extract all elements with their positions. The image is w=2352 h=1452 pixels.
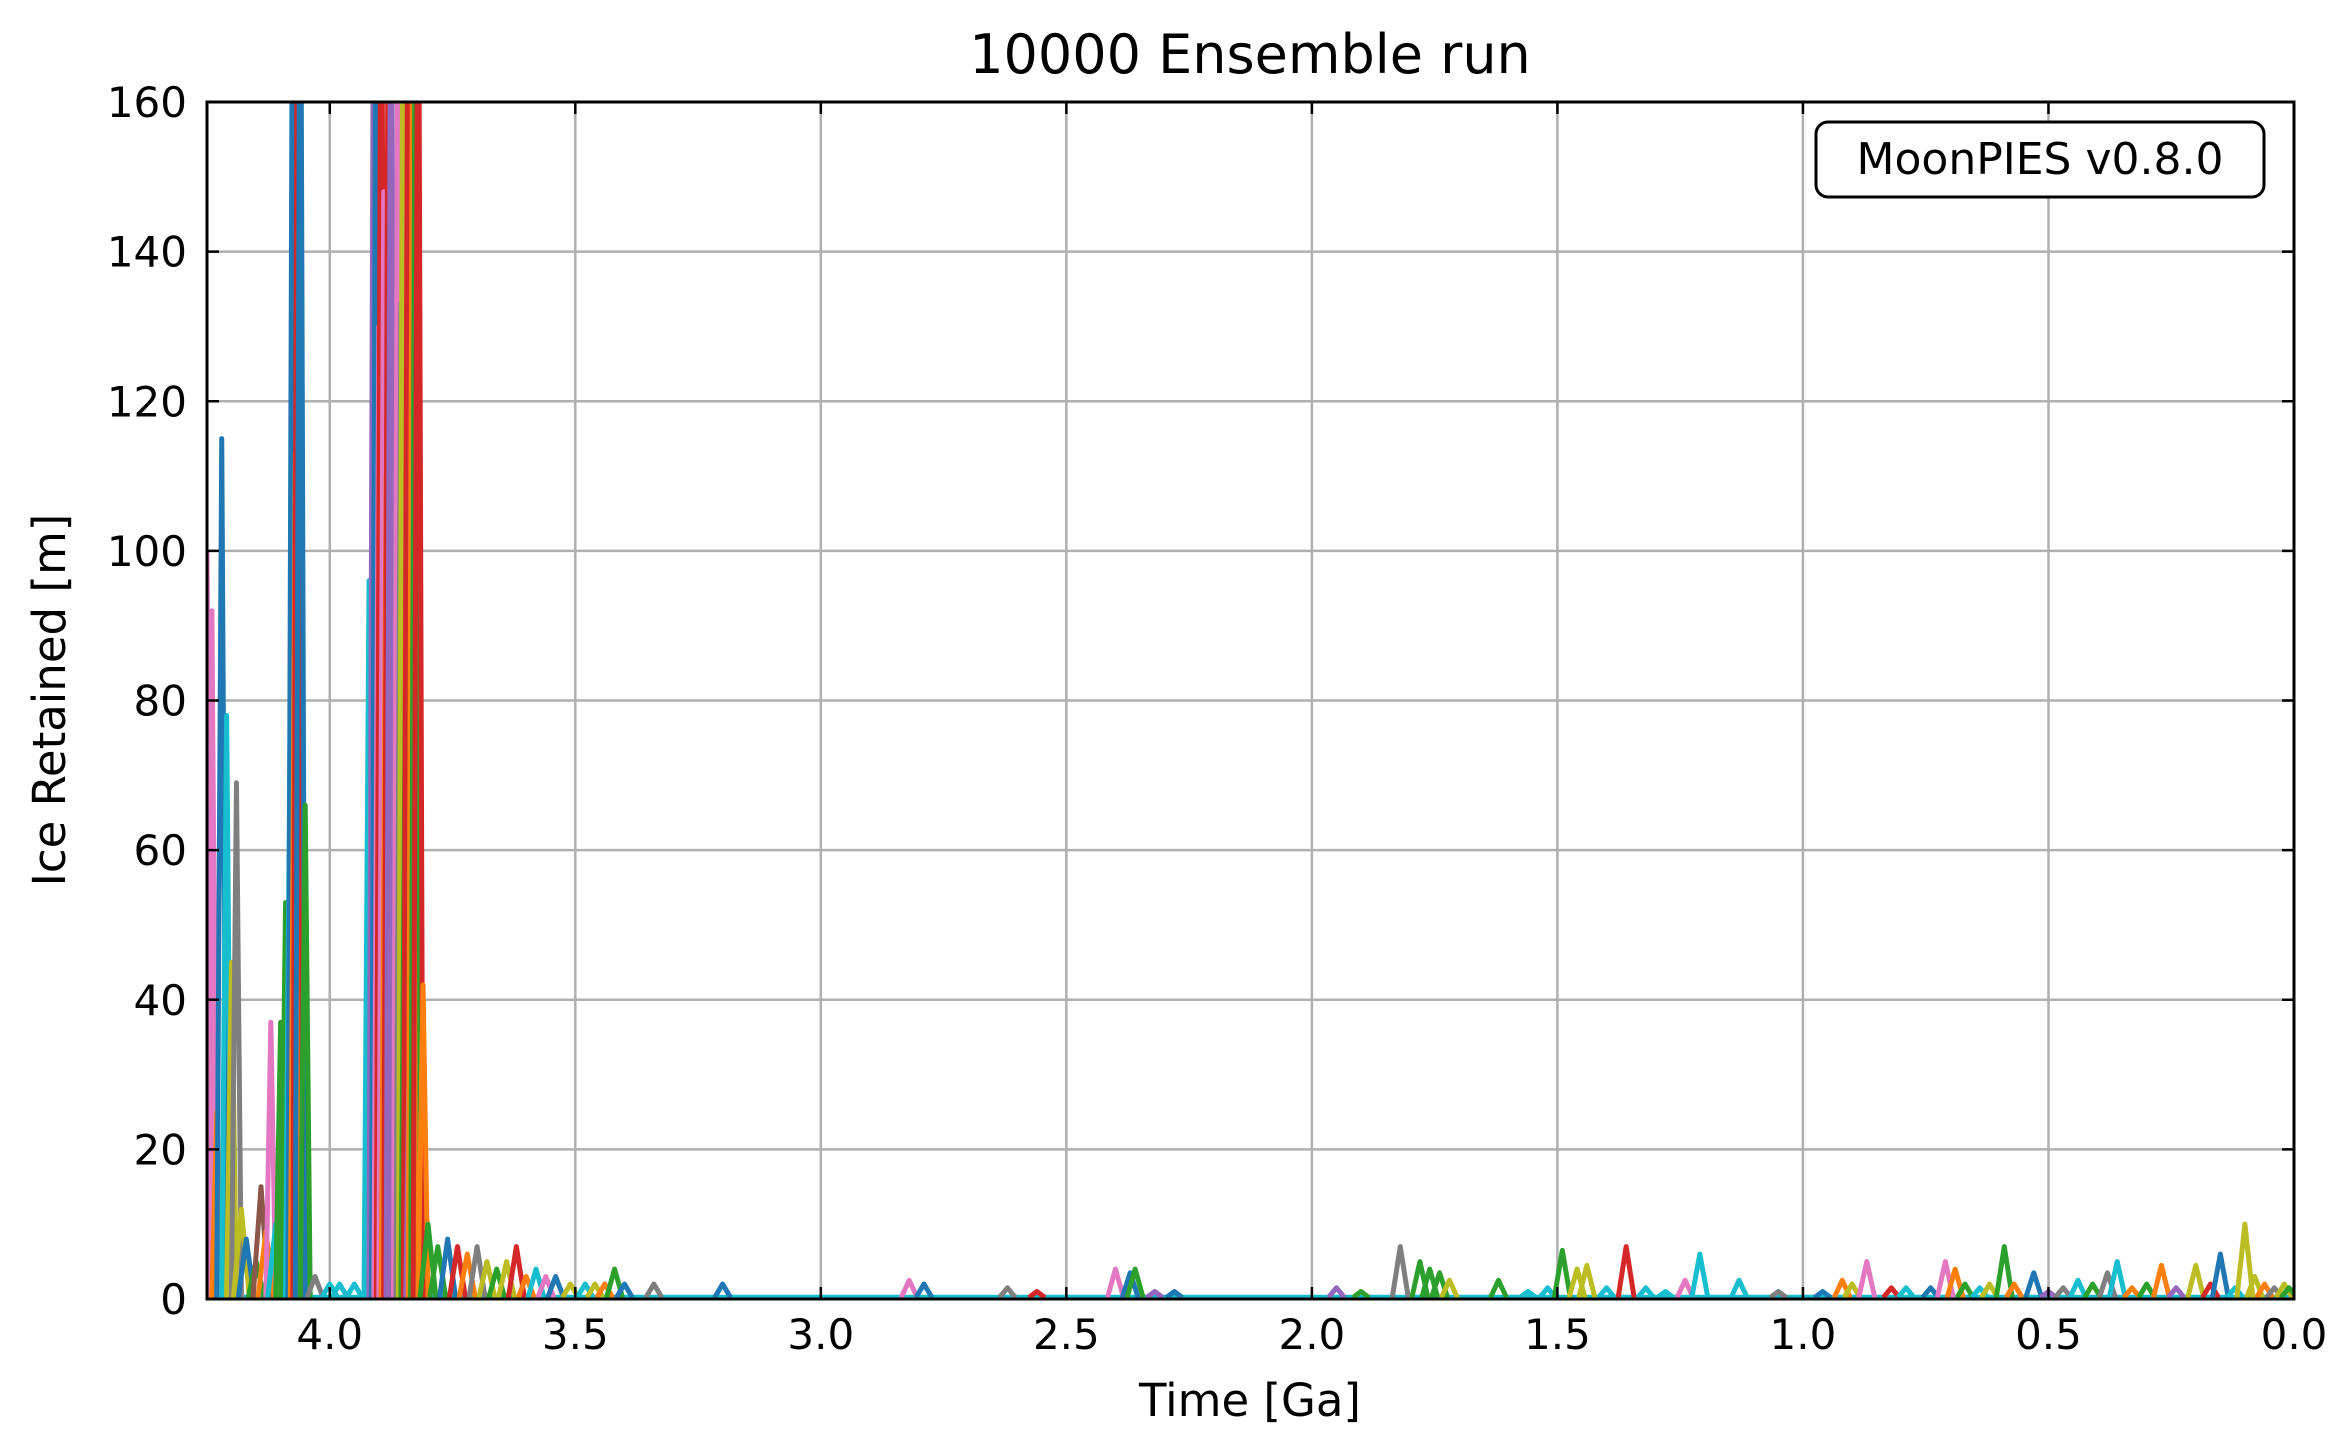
series-spike bbox=[297, 802, 313, 1298]
series-spike bbox=[2023, 1270, 2045, 1299]
x-tick-label: 1.0 bbox=[1770, 1310, 1837, 1359]
x-tick-label: 2.0 bbox=[1278, 1310, 1345, 1359]
version-annotation: MoonPIES v0.8.0 bbox=[1814, 120, 2266, 199]
series-spike bbox=[1768, 1289, 1788, 1299]
x-tick-label: 2.5 bbox=[1033, 1310, 1100, 1359]
y-axis-label: Ice Retained [m] bbox=[23, 514, 76, 887]
series-spike bbox=[643, 1281, 665, 1299]
series-spike bbox=[2150, 1262, 2172, 1299]
series-spike bbox=[1145, 1289, 1165, 1299]
series-spike bbox=[1119, 1270, 1141, 1299]
y-tick-label: 140 bbox=[107, 228, 187, 277]
series-spike bbox=[2279, 1285, 2294, 1299]
ticks: 4.0 3.5 3.0 2.5 2.0 1.5 1.0 0.5 0.0 0 20 40 60 80 100 1… bbox=[107, 78, 2328, 1359]
series-spike bbox=[545, 1274, 566, 1299]
series-spike bbox=[1389, 1244, 1411, 1298]
series-spike bbox=[2234, 1221, 2256, 1298]
x-tick-label: 3.5 bbox=[542, 1310, 609, 1359]
series-spike bbox=[410, 102, 426, 1298]
series-spike bbox=[712, 1281, 733, 1299]
series-spike bbox=[1576, 1262, 1598, 1299]
x-tick-label: 0.5 bbox=[2015, 1310, 2082, 1359]
x-axis-label: Time [Ga] bbox=[1138, 1374, 1361, 1427]
series-spike bbox=[2185, 1262, 2207, 1299]
y-tick-label: 120 bbox=[107, 377, 187, 426]
series-spike bbox=[2225, 1285, 2246, 1299]
y-tick-label: 100 bbox=[107, 527, 187, 576]
series-spike bbox=[1351, 1289, 1371, 1299]
series-spike bbox=[2053, 1285, 2074, 1299]
series-spike bbox=[1993, 1244, 2015, 1298]
y-tick-label: 60 bbox=[134, 826, 187, 875]
series-spike bbox=[1813, 1289, 1833, 1299]
series-spike bbox=[2067, 1277, 2089, 1299]
series-spike bbox=[2106, 1259, 2128, 1299]
series-spike bbox=[1881, 1285, 1902, 1299]
series-spike bbox=[2122, 1285, 2142, 1299]
series-spike bbox=[344, 1281, 365, 1299]
series-spike bbox=[2003, 1281, 2025, 1299]
x-tick-label: 0.0 bbox=[2261, 1310, 2328, 1359]
series-spike bbox=[614, 1281, 635, 1299]
series-spike bbox=[1954, 1281, 1976, 1299]
series-spike bbox=[263, 1019, 279, 1298]
series-spike bbox=[1615, 1244, 1637, 1298]
series-spike bbox=[1518, 1289, 1538, 1299]
series-spike bbox=[228, 780, 244, 1298]
series-spike bbox=[2274, 1281, 2294, 1299]
series-spike bbox=[1856, 1259, 1878, 1299]
data-series bbox=[207, 102, 2294, 1299]
series-spike bbox=[1124, 1266, 1146, 1299]
series-spike bbox=[230, 1206, 252, 1298]
annotation-box bbox=[1814, 120, 2266, 199]
series-spike bbox=[1326, 1285, 1347, 1299]
series-spike bbox=[1655, 1289, 1675, 1299]
x-tick-label: 4.0 bbox=[296, 1310, 363, 1359]
series-spike bbox=[207, 608, 220, 1298]
series-spike bbox=[304, 1274, 326, 1299]
series-spike bbox=[1027, 1289, 1047, 1299]
series-spike bbox=[898, 1277, 920, 1299]
series-spike bbox=[1439, 1277, 1460, 1299]
x-tick-label: 1.5 bbox=[1524, 1310, 1591, 1359]
series-spike bbox=[1488, 1277, 1509, 1299]
y-tick-label: 40 bbox=[134, 976, 187, 1025]
chart-title: 10000 Ensemble run bbox=[969, 23, 1531, 86]
series-spike bbox=[505, 1244, 527, 1298]
series-spike bbox=[2166, 1285, 2187, 1299]
plot-frame bbox=[205, 100, 2296, 1301]
series-spike bbox=[913, 1281, 935, 1299]
series-spike bbox=[997, 1285, 1018, 1299]
series-spike bbox=[1728, 1277, 1750, 1299]
y-tick-label: 0 bbox=[160, 1275, 187, 1324]
y-tick-label: 20 bbox=[134, 1125, 187, 1174]
series-spike bbox=[415, 982, 431, 1298]
series-spike bbox=[2082, 1281, 2103, 1299]
series-spike bbox=[1596, 1285, 1617, 1299]
y-tick-label: 160 bbox=[107, 78, 187, 127]
series-spike bbox=[2200, 1281, 2221, 1299]
series-spike bbox=[2209, 1251, 2231, 1298]
series-spike bbox=[1551, 1247, 1573, 1298]
series-spike bbox=[1896, 1285, 1916, 1299]
series-spike bbox=[1689, 1251, 1711, 1298]
series-spike bbox=[1105, 1266, 1126, 1299]
series-spike bbox=[1164, 1289, 1184, 1299]
series-spike bbox=[329, 1281, 350, 1299]
series-spike bbox=[1635, 1285, 1656, 1299]
series-spike bbox=[292, 102, 308, 1298]
annotation-text: MoonPIES v0.8.0 bbox=[1857, 134, 2224, 185]
x-tick-label: 3.0 bbox=[787, 1310, 854, 1359]
y-tick-label: 80 bbox=[134, 677, 187, 726]
grid bbox=[207, 102, 2294, 1299]
